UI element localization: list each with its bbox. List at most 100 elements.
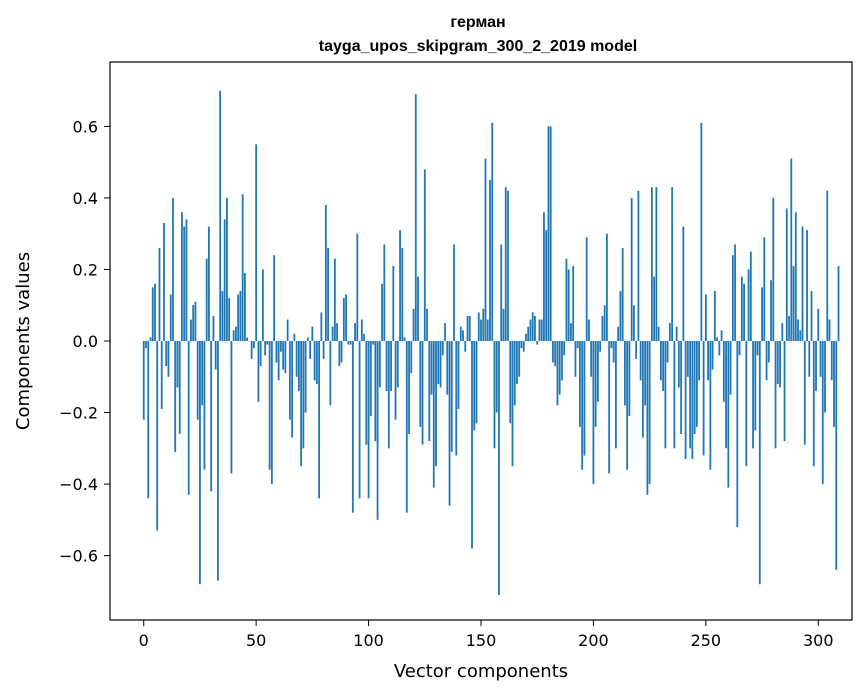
bar-232: [664, 341, 667, 449]
bar-233: [666, 341, 669, 363]
bar-120: [412, 308, 415, 341]
bar-179: [545, 230, 548, 341]
bar-275: [761, 287, 763, 341]
bar-66: [291, 341, 294, 438]
bar-301: [819, 341, 822, 377]
bar-211: [617, 326, 620, 341]
x-axis-ticks: 0 50 100 150 200 250 300: [139, 620, 834, 650]
bar-187: [563, 341, 566, 356]
bar-83: [329, 341, 332, 406]
bar-158: [498, 341, 500, 595]
bar-38: [228, 298, 231, 341]
bar-85: [333, 258, 336, 341]
bar-96: [358, 341, 361, 499]
bar-269: [747, 269, 750, 341]
bar-309: [837, 265, 840, 341]
bar-201: [594, 341, 597, 427]
bar-304: [826, 190, 829, 341]
y-tick-label: 0.4: [73, 189, 98, 208]
bar-222: [641, 341, 644, 438]
bar-46: [246, 337, 249, 341]
bar-198: [588, 319, 590, 341]
bar-193: [576, 341, 579, 349]
bar-59: [275, 341, 278, 363]
bar-224: [646, 341, 649, 495]
bar-270: [749, 251, 752, 341]
bar-183: [554, 341, 557, 367]
bar-75: [311, 326, 314, 341]
bar-190: [570, 323, 572, 341]
bar-272: [754, 341, 757, 431]
bar-300: [817, 308, 820, 341]
bar-20: [187, 341, 190, 495]
bar-115: [401, 248, 404, 341]
bar-27: [203, 341, 206, 470]
bar-185: [558, 341, 561, 395]
bar-32: [214, 341, 217, 370]
bar-101: [369, 341, 372, 417]
bar-1: [145, 341, 147, 349]
bar-94: [354, 323, 356, 341]
bar-37: [226, 197, 228, 341]
bar-306: [830, 341, 833, 381]
bar-255: [716, 337, 718, 341]
bar-133: [441, 341, 444, 356]
y-tick-label: −0.4: [59, 475, 98, 494]
bar-197: [585, 237, 588, 341]
bar-15: [176, 341, 179, 388]
bar-253: [711, 341, 714, 370]
bar-92: [349, 341, 352, 345]
bar-8: [160, 341, 163, 409]
bar-295: [806, 230, 808, 341]
bar-297: [810, 290, 813, 341]
bars-group: [142, 90, 840, 595]
bar-199: [590, 341, 593, 377]
bar-36: [223, 219, 226, 341]
bar-95: [356, 233, 359, 341]
bar-150: [480, 319, 482, 341]
bar-243: [689, 341, 692, 449]
bar-238: [677, 341, 680, 388]
bar-98: [363, 333, 365, 341]
bar-13: [172, 197, 174, 341]
bar-266: [740, 276, 743, 341]
bar-10: [165, 341, 168, 367]
bar-271: [752, 341, 754, 449]
bar-161: [504, 187, 507, 341]
bar-257: [720, 330, 723, 341]
bar-213: [621, 248, 624, 341]
bar-91: [347, 341, 350, 345]
bar-132: [439, 341, 442, 388]
plot-frame: [109, 61, 853, 621]
bar-236: [673, 341, 676, 449]
bar-281: [774, 341, 777, 449]
bar-159: [500, 244, 503, 341]
bar-48: [250, 341, 253, 359]
bar-206: [606, 233, 608, 341]
x-tick-label: 150: [466, 631, 497, 650]
bar-135: [446, 341, 449, 395]
bar-93: [351, 341, 354, 513]
bar-251: [707, 341, 709, 381]
bar-290: [794, 212, 797, 341]
bar-112: [394, 341, 397, 420]
bar-149: [477, 312, 480, 341]
bar-283: [779, 341, 781, 388]
x-tick-label: 100: [353, 631, 384, 650]
bar-293: [801, 226, 804, 341]
bar-144: [466, 315, 469, 341]
bar-259: [725, 341, 727, 449]
bar-53: [262, 269, 264, 341]
bar-76: [313, 341, 316, 381]
bar-12: [169, 294, 172, 341]
bar-114: [399, 230, 401, 341]
bar-122: [417, 276, 419, 341]
bar-267: [743, 283, 745, 341]
bar-35: [221, 290, 224, 341]
chart-subtitle: tayga_upos_skipgram_300_2_2019 model: [319, 38, 637, 55]
bar-235: [671, 187, 674, 341]
bar-5: [154, 283, 156, 341]
bar-125: [423, 169, 426, 341]
bar-284: [781, 323, 784, 341]
bar-28: [205, 258, 208, 341]
